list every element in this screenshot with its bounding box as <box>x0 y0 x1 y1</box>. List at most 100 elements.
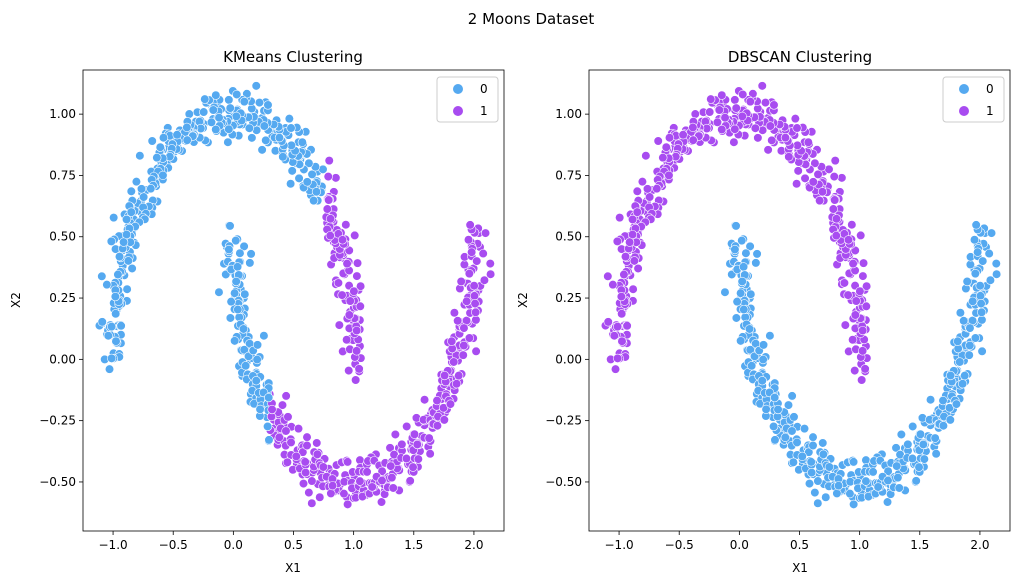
kmeans-point-class-1 <box>324 195 334 205</box>
kmeans-legend-label-1: 1 <box>480 104 488 118</box>
dbscan-point-class-0 <box>730 244 740 255</box>
kmeans-point-class-1 <box>458 350 468 360</box>
kmeans-point-class-0 <box>106 322 117 332</box>
kmeans-point-class-0 <box>239 97 249 107</box>
dbscan-point-class-0 <box>849 499 859 509</box>
dbscan-point-class-1 <box>857 346 868 356</box>
figure-suptitle: 2 Moons Dataset <box>468 10 595 28</box>
kmeans-point-class-0 <box>264 392 274 403</box>
dbscan-point-class-0 <box>914 462 924 472</box>
kmeans-point-class-0 <box>206 117 217 127</box>
kmeans-point-class-0 <box>302 177 312 187</box>
dbscan-point-class-1 <box>850 310 860 320</box>
dbscan-point-class-0 <box>769 421 779 432</box>
dbscan-point-class-1 <box>730 95 740 105</box>
kmeans-point-class-1 <box>386 461 396 471</box>
dbscan-point-class-1 <box>790 114 800 124</box>
dbscan-point-class-1 <box>688 135 698 145</box>
kmeans-point-class-0 <box>121 214 132 225</box>
kmeans-point-class-0 <box>224 95 234 105</box>
dbscan-point-class-0 <box>975 291 986 301</box>
dbscan-points <box>600 81 1002 509</box>
dbscan-point-class-0 <box>945 370 956 381</box>
dbscan-point-class-0 <box>977 315 987 325</box>
kmeans-point-class-1 <box>388 483 398 493</box>
dbscan-point-class-1 <box>792 179 802 189</box>
kmeans-point-class-1 <box>341 220 351 230</box>
kmeans-point-class-1 <box>274 432 284 443</box>
dbscan-point-class-1 <box>737 111 747 121</box>
kmeans-point-class-0 <box>225 313 235 323</box>
dbscan-point-class-1 <box>652 184 662 194</box>
kmeans-point-class-0 <box>136 184 147 194</box>
kmeans-point-class-0 <box>264 435 274 445</box>
kmeans-point-class-1 <box>486 269 496 279</box>
kmeans-point-class-0 <box>259 331 269 341</box>
dbscan-point-class-0 <box>737 236 747 246</box>
kmeans-point-class-1 <box>302 440 312 451</box>
kmeans-point-class-0 <box>225 221 235 231</box>
dbscan-point-class-0 <box>758 354 768 365</box>
dbscan-point-class-0 <box>907 453 918 464</box>
kmeans-point-class-1 <box>456 276 466 287</box>
kmeans-point-class-1 <box>334 320 344 330</box>
kmeans-point-class-0 <box>97 317 107 327</box>
dbscan-point-class-0 <box>903 439 913 449</box>
kmeans-point-class-1 <box>405 476 415 486</box>
kmeans-point-class-1 <box>397 439 407 449</box>
dbscan-point-class-0 <box>959 316 969 326</box>
dbscan-point-class-0 <box>891 443 901 453</box>
dbscan-point-class-1 <box>612 322 623 332</box>
dbscan-point-class-0 <box>953 336 963 346</box>
dbscan-point-class-1 <box>760 97 771 108</box>
dbscan-point-class-1 <box>617 309 627 319</box>
dbscan-axes: DBSCAN Clustering −1.0 −0.5 0.0 0.5 1.0 1.5 2.… <box>516 48 1011 575</box>
kmeans-point-class-1 <box>412 439 422 450</box>
kmeans-point-class-0 <box>239 345 249 355</box>
dbscan-point-class-0 <box>965 323 975 333</box>
dbscan-point-class-0 <box>883 466 893 476</box>
kmeans-point-class-1 <box>350 230 360 241</box>
kmeans-point-class-0 <box>259 121 269 131</box>
kmeans-point-class-1 <box>267 404 277 415</box>
kmeans-points <box>94 81 496 509</box>
kmeans-point-class-0 <box>294 173 304 183</box>
kmeans-point-class-1 <box>307 498 317 508</box>
kmeans-point-class-0 <box>263 421 273 432</box>
dbscan-point-class-0 <box>991 259 1001 269</box>
kmeans-point-class-1 <box>462 296 472 306</box>
kmeans-point-class-0 <box>224 124 234 134</box>
kmeans-point-class-1 <box>362 467 372 477</box>
dbscan-ytick-label: 0.50 <box>555 230 582 244</box>
kmeans-point-class-0 <box>121 229 132 240</box>
kmeans-point-class-1 <box>472 256 482 266</box>
dbscan-point-class-0 <box>893 473 903 483</box>
dbscan-point-class-1 <box>850 366 860 376</box>
dbscan-point-class-1 <box>858 271 868 281</box>
kmeans-point-class-0 <box>247 133 257 143</box>
dbscan-point-class-1 <box>661 142 671 152</box>
dbscan-point-class-0 <box>965 259 975 270</box>
dbscan-point-class-0 <box>882 497 893 507</box>
kmeans-point-class-1 <box>352 271 362 281</box>
kmeans-point-class-1 <box>471 307 481 317</box>
dbscan-point-class-0 <box>861 476 871 486</box>
dbscan-legend-box <box>942 76 1005 123</box>
kmeans-point-class-1 <box>327 481 338 491</box>
kmeans-point-class-1 <box>485 259 495 269</box>
dbscan-point-class-1 <box>861 301 871 311</box>
dbscan-point-class-1 <box>855 286 865 296</box>
dbscan-point-class-1 <box>738 89 748 100</box>
dbscan-point-class-1 <box>612 236 622 246</box>
kmeans-point-class-1 <box>281 391 291 401</box>
kmeans-point-class-1 <box>277 400 288 410</box>
kmeans-xtick-label: −0.5 <box>159 538 188 552</box>
dbscan-point-class-1 <box>645 192 655 202</box>
dbscan-point-class-1 <box>839 278 850 288</box>
dbscan-point-class-1 <box>861 281 872 291</box>
dbscan-point-class-0 <box>970 269 980 279</box>
dbscan-point-class-0 <box>761 404 771 414</box>
kmeans-point-class-0 <box>251 81 261 91</box>
dbscan-point-class-1 <box>705 107 715 117</box>
kmeans-point-class-0 <box>232 262 243 272</box>
